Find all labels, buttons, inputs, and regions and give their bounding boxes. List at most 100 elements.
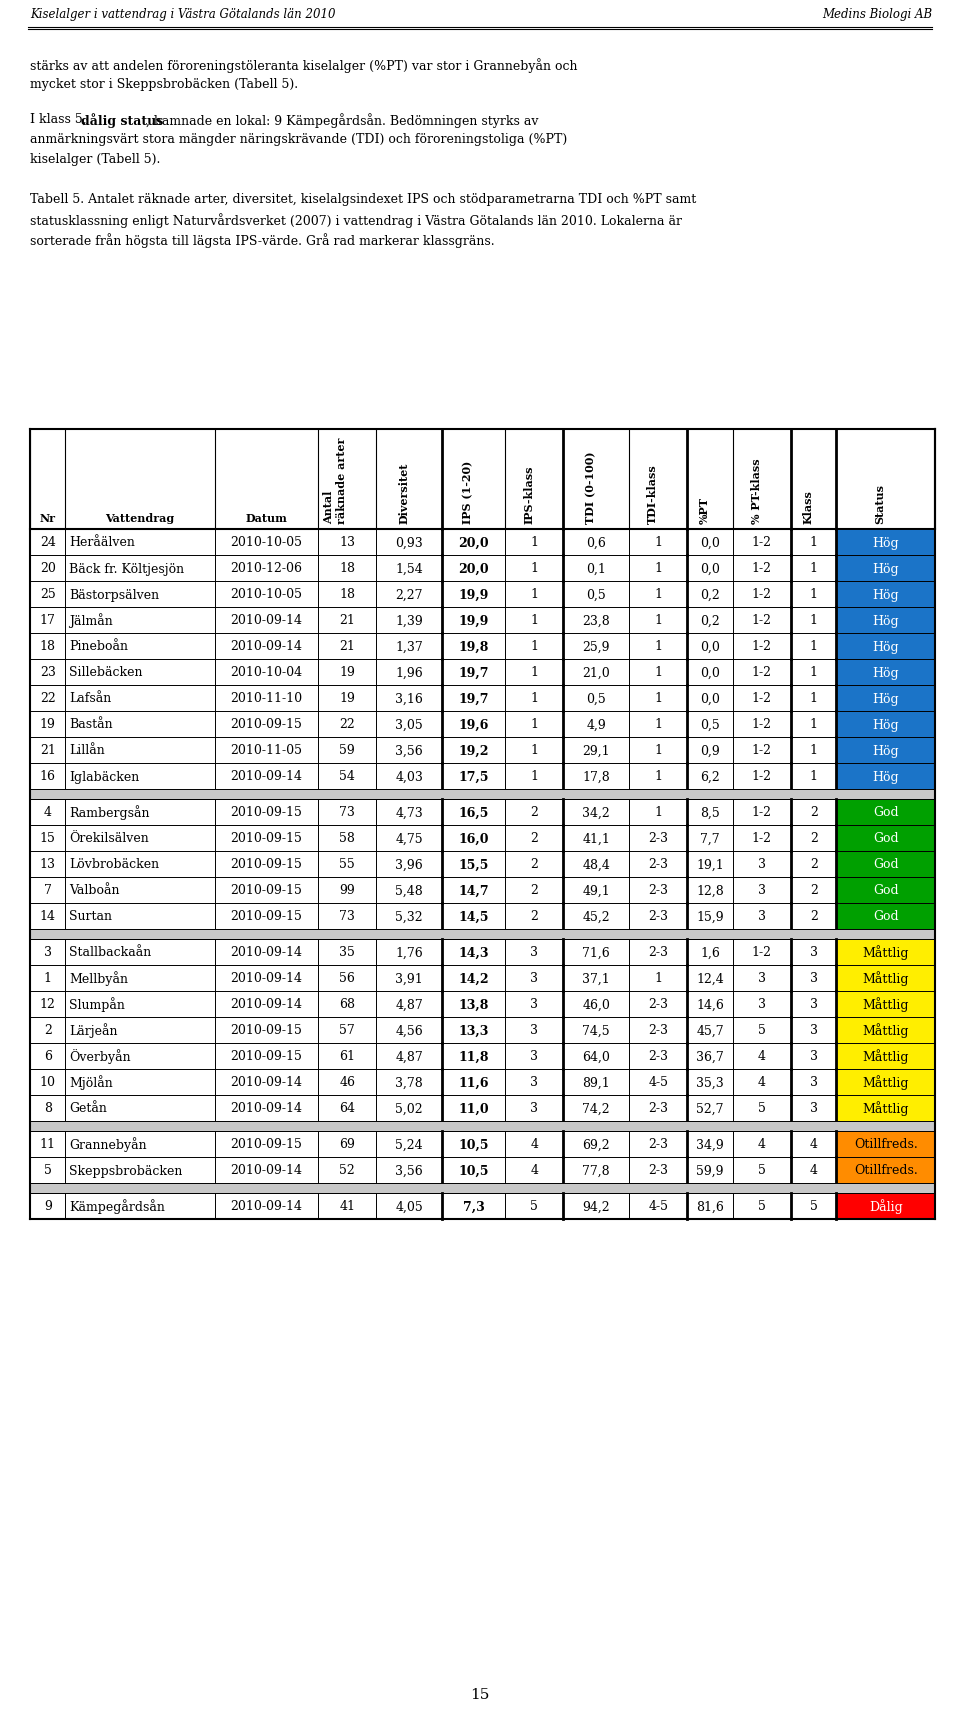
Text: Lafsån: Lafsån	[69, 693, 111, 705]
Text: 1-2: 1-2	[752, 641, 772, 653]
Text: 3,78: 3,78	[396, 1075, 423, 1089]
Bar	[30, 1184, 935, 1194]
Bar	[30, 712, 935, 737]
Text: Dålig: Dålig	[869, 1199, 902, 1213]
Bar	[30, 1070, 935, 1096]
Text: 12,4: 12,4	[696, 972, 724, 986]
Text: Tabell 5. Antalet räknade arter, diversitet, kiselalgsindexet IPS och stödparame: Tabell 5. Antalet räknade arter, diversi…	[30, 193, 696, 205]
Text: 1: 1	[809, 613, 818, 627]
Bar	[30, 789, 935, 799]
Text: 4,73: 4,73	[396, 806, 423, 818]
Text: 99: 99	[340, 884, 355, 898]
Text: 4,75: 4,75	[396, 832, 423, 844]
Text: 13,8: 13,8	[459, 998, 489, 1011]
Text: Måttlig: Måttlig	[862, 1023, 909, 1037]
Text: 6,2: 6,2	[700, 770, 720, 782]
Text: 7,7: 7,7	[700, 832, 720, 844]
Text: 5: 5	[757, 1163, 766, 1177]
Bar	[836, 1158, 935, 1184]
Text: 19,9: 19,9	[459, 588, 489, 601]
Text: 2-3: 2-3	[648, 1103, 668, 1115]
Text: 4: 4	[530, 1163, 539, 1177]
Text: 2: 2	[530, 832, 539, 844]
Text: 4: 4	[44, 806, 52, 818]
Text: 1: 1	[809, 693, 818, 705]
Text: 89,1: 89,1	[583, 1075, 611, 1089]
Text: mycket stor i Skeppsbrobäcken (Tabell 5).: mycket stor i Skeppsbrobäcken (Tabell 5)…	[30, 78, 299, 91]
Text: 4,03: 4,03	[396, 770, 423, 782]
Text: 1: 1	[530, 770, 539, 782]
Text: 19: 19	[339, 667, 355, 679]
Text: 74,2: 74,2	[583, 1103, 610, 1115]
Text: 4,87: 4,87	[396, 998, 423, 1011]
Text: Diversitet: Diversitet	[398, 462, 409, 524]
Text: 1-2: 1-2	[752, 718, 772, 731]
Text: Bäck fr. Költjesjön: Bäck fr. Költjesjön	[69, 562, 184, 575]
Text: God: God	[873, 910, 899, 924]
Text: 1: 1	[809, 770, 818, 782]
Text: 21,0: 21,0	[583, 667, 611, 679]
Text: 54: 54	[339, 770, 355, 782]
Text: 0,5: 0,5	[587, 693, 606, 705]
Text: Lövbrobäcken: Lövbrobäcken	[69, 858, 159, 872]
Text: anmärkningsvärt stora mängder näringskrävande (TDI) och föroreningstoliga (%PT): anmärkningsvärt stora mängder näringskrä…	[30, 133, 567, 146]
Text: 2: 2	[530, 884, 539, 898]
Text: 2010-09-14: 2010-09-14	[230, 1163, 302, 1177]
Text: Lillån: Lillån	[69, 744, 106, 756]
Text: Kämpegårdsån: Kämpegårdsån	[69, 1199, 165, 1213]
Bar	[30, 763, 935, 789]
Text: 8: 8	[44, 1103, 52, 1115]
Text: 59: 59	[340, 744, 355, 756]
Text: Otillfreds.: Otillfreds.	[853, 1137, 918, 1151]
Text: Måttlig: Måttlig	[862, 998, 909, 1011]
Text: 52: 52	[340, 1163, 355, 1177]
Text: 0,5: 0,5	[587, 588, 606, 601]
Text: 5,24: 5,24	[396, 1137, 423, 1151]
Text: 1: 1	[530, 693, 539, 705]
Text: 0,0: 0,0	[700, 562, 720, 575]
Bar	[30, 1044, 935, 1070]
Text: 10,5: 10,5	[459, 1137, 489, 1151]
Text: 2-3: 2-3	[648, 884, 668, 898]
Bar	[30, 529, 935, 557]
Text: 2-3: 2-3	[648, 858, 668, 872]
Text: 1: 1	[654, 972, 662, 986]
Text: 1: 1	[530, 744, 539, 756]
Text: 2010-09-14: 2010-09-14	[230, 998, 302, 1011]
Text: 4-5: 4-5	[648, 1199, 668, 1213]
Bar	[30, 851, 935, 877]
Text: 1: 1	[809, 667, 818, 679]
Text: 1: 1	[530, 562, 539, 575]
Text: 1: 1	[809, 588, 818, 601]
Text: 19,8: 19,8	[459, 641, 489, 653]
Text: Hög: Hög	[873, 718, 899, 731]
Bar	[30, 1122, 935, 1132]
Text: 2: 2	[530, 858, 539, 872]
Text: 13: 13	[39, 858, 56, 872]
Text: 4: 4	[809, 1137, 818, 1151]
Text: 1: 1	[654, 667, 662, 679]
Bar	[30, 1158, 935, 1184]
Bar	[836, 529, 935, 557]
Bar	[30, 877, 935, 903]
Text: 19,7: 19,7	[459, 667, 489, 679]
Text: Klass: Klass	[803, 489, 814, 524]
Text: Bastån: Bastån	[69, 718, 113, 731]
Text: 1: 1	[654, 613, 662, 627]
Text: 14,3: 14,3	[459, 946, 489, 960]
Bar	[836, 763, 935, 789]
Text: 73: 73	[339, 806, 355, 818]
Text: Grannebyån: Grannebyån	[69, 1137, 147, 1151]
Bar	[836, 799, 935, 825]
Text: 3: 3	[809, 946, 818, 960]
Text: 5: 5	[757, 1199, 766, 1213]
Text: 77,8: 77,8	[583, 1163, 610, 1177]
Bar	[836, 851, 935, 877]
Text: 2: 2	[809, 884, 818, 898]
Text: 24: 24	[39, 536, 56, 550]
Text: 1,39: 1,39	[396, 613, 423, 627]
Text: 36,7: 36,7	[696, 1049, 724, 1063]
Text: Getån: Getån	[69, 1103, 108, 1115]
Text: 2010-09-15: 2010-09-15	[230, 806, 302, 818]
Text: 3,05: 3,05	[396, 718, 423, 731]
